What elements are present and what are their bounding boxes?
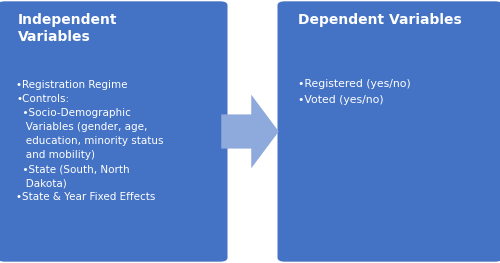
FancyBboxPatch shape [278, 1, 500, 262]
Text: Dependent Variables: Dependent Variables [298, 13, 461, 27]
FancyBboxPatch shape [0, 1, 228, 262]
Text: •Registration Regime
•Controls:
  •Socio-Demographic
   Variables (gender, age,
: •Registration Regime •Controls: •Socio-D… [16, 80, 164, 202]
Text: •Registered (yes/no)
•Voted (yes/no): •Registered (yes/no) •Voted (yes/no) [298, 79, 410, 105]
Polygon shape [221, 95, 279, 168]
Text: Independent
Variables: Independent Variables [18, 13, 117, 44]
